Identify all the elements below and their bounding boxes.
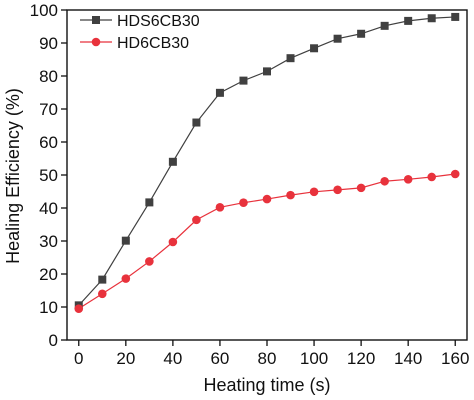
data-point-s1-15 — [427, 172, 437, 182]
y-tick-label: 80 — [39, 67, 58, 86]
data-point-s1-2 — [121, 274, 131, 283]
data-point-s1-5 — [192, 215, 201, 225]
data-point-s1-12 — [356, 183, 366, 193]
data-point-s0-8 — [263, 67, 271, 76]
y-tick-label: 40 — [39, 199, 58, 218]
x-tick-label: 100 — [300, 349, 328, 368]
data-point-s0-2 — [121, 236, 130, 245]
data-point-s1-1 — [97, 289, 107, 299]
data-point-s0-13 — [380, 21, 389, 30]
data-point-s1-7 — [239, 198, 248, 208]
data-point-s1-3 — [145, 257, 154, 266]
y-axis-title: Healing Efficiency (%) — [3, 88, 23, 264]
data-point-s0-3 — [145, 198, 154, 207]
data-point-s0-9 — [286, 54, 295, 63]
y-tick-label: 10 — [39, 298, 58, 317]
legend-label-0: HDS6CB30 — [117, 13, 200, 30]
data-point-s1-16 — [450, 169, 460, 179]
data-point-s0-12 — [357, 29, 366, 38]
x-tick-label: 140 — [394, 349, 422, 368]
legend-marker-1 — [91, 37, 101, 47]
data-point-s1-6 — [215, 203, 225, 212]
series-line-0 — [78, 16, 456, 306]
y-tick-label: 60 — [39, 133, 58, 152]
y-tick-label: 100 — [30, 1, 58, 20]
series-line-1 — [78, 173, 456, 310]
data-point-s0-11 — [333, 34, 342, 43]
x-tick-label: 80 — [258, 349, 277, 368]
data-point-s1-13 — [380, 176, 389, 186]
plot-area — [66, 9, 468, 341]
data-point-s0-6 — [215, 88, 224, 97]
y-tick-label: 90 — [39, 34, 58, 53]
data-point-s1-14 — [403, 174, 413, 184]
x-axis-title: Heating time (s) — [203, 375, 330, 395]
data-point-s0-14 — [404, 16, 413, 25]
data-point-s1-9 — [286, 190, 295, 200]
data-point-s1-10 — [309, 187, 319, 197]
data-point-s1-11 — [333, 185, 342, 195]
data-point-s1-0 — [74, 304, 84, 313]
legend-marker-0 — [92, 16, 100, 24]
data-point-s0-5 — [192, 118, 201, 127]
data-point-s1-4 — [168, 237, 178, 247]
x-tick-label: 20 — [116, 349, 135, 368]
data-point-s0-4 — [168, 157, 177, 166]
data-point-s0-7 — [239, 76, 248, 85]
y-tick-label: 30 — [39, 232, 58, 251]
legend-label-1: HD6CB30 — [117, 35, 189, 52]
y-tick-label: 0 — [49, 331, 58, 350]
x-tick-label: 160 — [441, 349, 469, 368]
data-point-s0-1 — [98, 275, 107, 284]
y-tick-label: 50 — [39, 166, 58, 185]
x-tick-label: 40 — [163, 349, 182, 368]
y-tick-label: 70 — [39, 100, 58, 119]
data-point-s1-8 — [262, 194, 272, 204]
data-point-s0-15 — [427, 14, 436, 23]
data-point-s0-16 — [451, 12, 460, 21]
x-tick-label: 60 — [210, 349, 229, 368]
x-tick-label: 0 — [74, 349, 83, 368]
data-point-s0-10 — [310, 44, 319, 53]
y-tick-label: 20 — [39, 265, 58, 284]
x-tick-label: 120 — [347, 349, 375, 368]
